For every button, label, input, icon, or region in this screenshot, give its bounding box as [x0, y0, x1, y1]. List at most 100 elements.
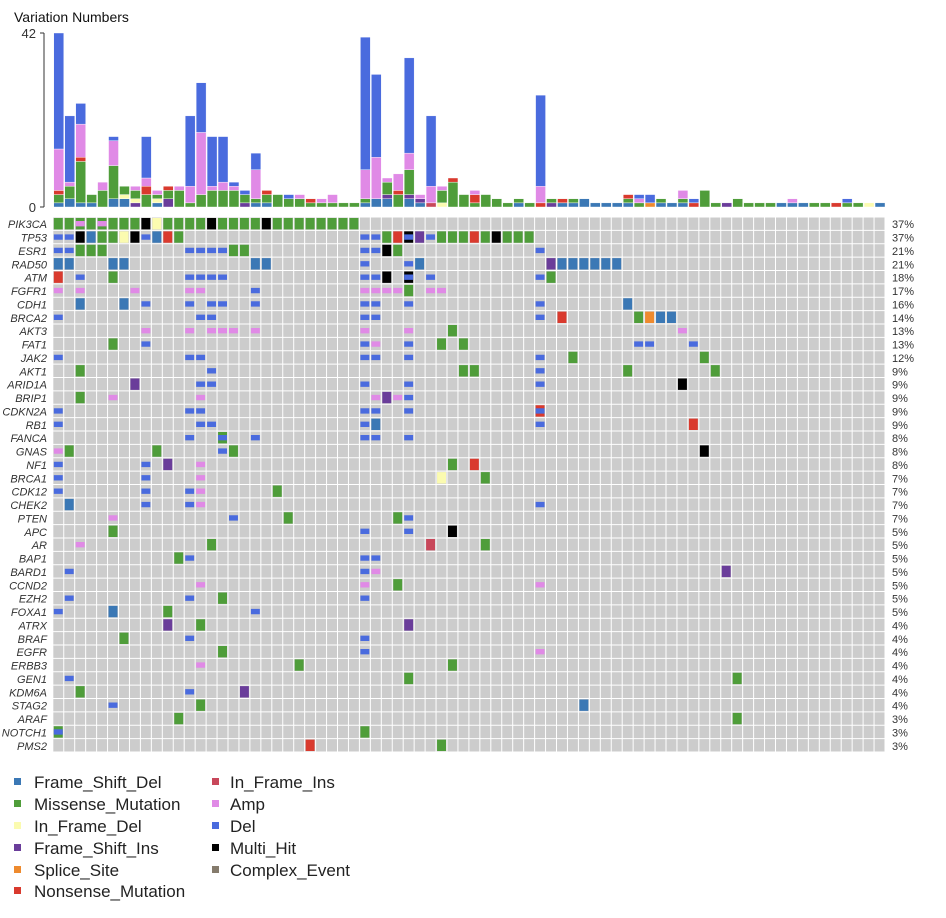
matrix-cell [283, 458, 294, 471]
matrix-cell [129, 311, 140, 324]
matrix-cell [140, 271, 151, 284]
matrix-cell [458, 498, 469, 511]
matrix-cell [808, 645, 819, 658]
matrix-cell [250, 351, 261, 364]
cell-missense-mutation [108, 218, 118, 230]
matrix-cell [644, 364, 655, 377]
matrix-cell [86, 685, 97, 698]
matrix-cell [797, 605, 808, 618]
matrix-cell [655, 699, 666, 712]
matrix-cell [567, 592, 578, 605]
matrix-cell [589, 685, 600, 698]
matrix-cell [754, 284, 765, 297]
matrix-cell [743, 378, 754, 391]
matrix-cell [261, 699, 272, 712]
matrix-cell [327, 511, 337, 525]
matrix-cell [578, 632, 589, 645]
bar-segment-nonsense-mutation [75, 157, 86, 162]
matrix-cell [666, 230, 677, 244]
matrix-cell [819, 632, 830, 645]
matrix-cell [162, 739, 173, 752]
matrix-cell [699, 592, 710, 605]
matrix-cell [64, 632, 75, 645]
matrix-cell [480, 511, 491, 525]
cell-frame-shift-del [108, 258, 118, 270]
matrix-cell [754, 511, 765, 525]
matrix-cell [239, 364, 250, 377]
matrix-cell [754, 378, 765, 391]
cell-del [535, 301, 545, 307]
matrix-cell [874, 551, 885, 565]
matrix-cell [786, 230, 797, 244]
gene-label: KDM6A [9, 687, 47, 699]
matrix-cell [600, 378, 611, 391]
matrix-cell [557, 458, 567, 471]
matrix-cell [808, 471, 819, 484]
matrix-cell [403, 538, 414, 551]
matrix-cell [184, 337, 195, 351]
matrix-cell [546, 364, 556, 377]
matrix-cell [119, 699, 129, 712]
matrix-cell [633, 511, 644, 525]
matrix-cell [359, 538, 370, 551]
matrix-cell [797, 431, 808, 444]
matrix-cell [524, 244, 535, 257]
matrix-cell [119, 391, 129, 404]
matrix-cell [633, 538, 644, 551]
matrix-cell [458, 739, 469, 752]
matrix-cell [272, 418, 283, 431]
matrix-cell [633, 418, 644, 431]
matrix-cell [294, 725, 305, 739]
matrix-cell [567, 739, 578, 752]
matrix-cell [250, 444, 261, 458]
matrix-cell [633, 391, 644, 404]
matrix-cell [863, 351, 874, 364]
cell-del [218, 301, 227, 307]
matrix-cell [414, 391, 425, 404]
matrix-cell [327, 404, 337, 418]
matrix-cell [589, 699, 600, 712]
matrix-cell [754, 658, 765, 672]
matrix-cell [567, 632, 578, 645]
matrix-cell [655, 632, 666, 645]
matrix-cell [808, 712, 819, 725]
matrix-cell [64, 458, 75, 471]
matrix-cell [283, 378, 294, 391]
matrix-cell [272, 444, 283, 458]
matrix-cell [776, 739, 786, 752]
matrix-cell [53, 511, 64, 525]
matrix-cell [677, 658, 688, 672]
matrix-cell [557, 578, 567, 591]
bar-segment-amp [535, 186, 546, 204]
matrix-cell [600, 324, 611, 337]
matrix-cell [261, 618, 272, 632]
cell-del [185, 501, 195, 508]
matrix-cell [688, 605, 699, 618]
matrix-cell [162, 685, 173, 698]
matrix-cell [535, 458, 546, 471]
matrix-cell [874, 485, 885, 498]
matrix-cell [491, 404, 502, 418]
matrix-cell [743, 217, 754, 230]
matrix-cell [655, 511, 666, 525]
matrix-cell [86, 551, 97, 565]
matrix-cell [808, 565, 819, 578]
bar-segment-splice-site [644, 202, 656, 208]
matrix-cell [447, 578, 458, 591]
matrix-cell [97, 324, 108, 337]
matrix-cell [217, 511, 228, 525]
matrix-cell [666, 324, 677, 337]
matrix-cell [414, 565, 425, 578]
matrix-cell [119, 658, 129, 672]
matrix-cell [370, 511, 381, 525]
matrix-cell [327, 337, 337, 351]
matrix-cell [151, 685, 162, 698]
matrix-cell [86, 458, 97, 471]
matrix-cell [710, 685, 721, 698]
matrix-cell [633, 685, 644, 698]
matrix-cell [414, 485, 425, 498]
matrix-cell [841, 311, 852, 324]
matrix-cell [655, 458, 666, 471]
matrix-cell [359, 605, 370, 618]
matrix-cell [206, 485, 217, 498]
